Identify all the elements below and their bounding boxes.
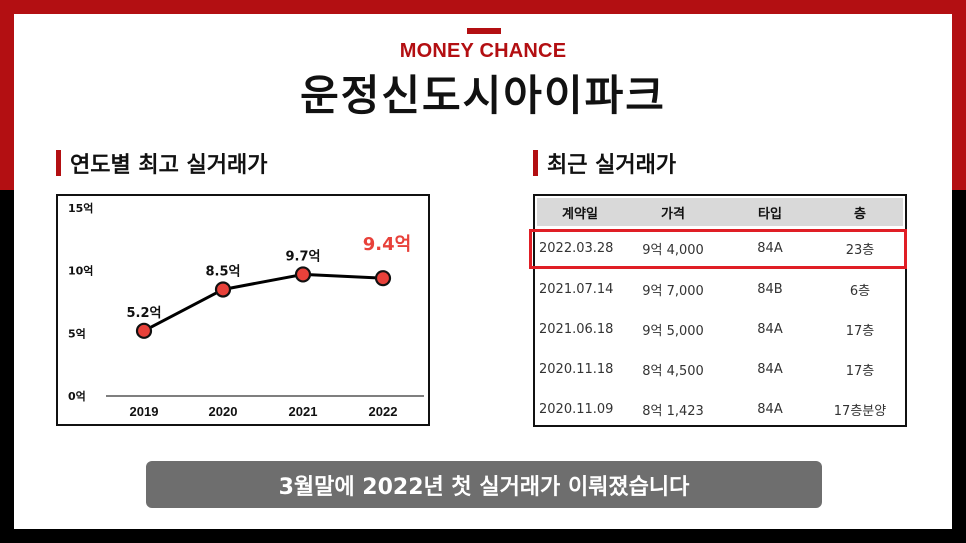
cell-floor: 23층	[845, 242, 875, 258]
cell-type: 84B	[757, 281, 783, 297]
cell-price: 8억 1,423	[642, 403, 704, 419]
yearly-price-chart: 0억 5억 10억 15억 2019 2020 2021 2022 5.2억 8.5억 9.7억 9.…	[56, 194, 430, 426]
data-point	[135, 322, 153, 339]
section-title-yearly: 연도별 최고 실거래가	[56, 148, 267, 178]
chart-canvas: 0억 5억 10억 15억 2019 2020 2021 2022 5.2억 8.5억 9.7억 9.…	[68, 202, 424, 419]
cell-date: 2022.03.28	[539, 240, 614, 256]
y-tick-label: 15억	[68, 202, 93, 215]
cell-type: 84A	[757, 361, 783, 377]
cell-type: 84A	[757, 321, 783, 337]
cell-type: 84A	[757, 240, 783, 256]
section-accent-bar	[56, 150, 61, 176]
table-row: 2020.11.18 8억 4,500 84A 17층	[537, 349, 903, 389]
cell-floor: 6층	[849, 283, 871, 299]
data-point	[374, 270, 392, 287]
section-title-recent-label: 최근 실거래가	[547, 153, 677, 178]
data-label: 8.5억	[206, 264, 241, 279]
table-header: 계약일 가격 타입 층	[537, 198, 903, 226]
table-row: 2021.07.14 9억 7,000 84B 6층	[537, 269, 903, 309]
data-label: 9.4억	[363, 234, 411, 255]
cell-price: 9억 5,000	[642, 323, 704, 339]
data-point	[214, 281, 232, 298]
table-row: 2020.11.09 8억 1,423 84A 17층분양	[537, 389, 903, 429]
summary-banner: 3월말에 2022년 첫 실거래가 이뤄졌습니다	[146, 461, 822, 508]
cell-floor: 17층분양	[833, 403, 887, 419]
cell-type: 84A	[757, 401, 783, 417]
x-tick-label: 2021	[289, 404, 318, 419]
section-title-recent: 최근 실거래가	[533, 148, 676, 178]
header-type: 타입	[758, 206, 782, 222]
brand-accent-bar	[467, 28, 501, 34]
cell-price: 9억 7,000	[642, 283, 704, 299]
series-line	[143, 272, 384, 333]
y-tick-label: 5억	[68, 327, 86, 340]
x-tick-label: 2020	[209, 404, 238, 419]
cell-date: 2020.11.18	[539, 361, 614, 377]
recent-trades-table: 계약일 가격 타입 층 2022.03.28 9억 4,000 84A 23층 …	[533, 194, 907, 427]
header-date: 계약일	[562, 206, 598, 222]
section-accent-bar	[533, 150, 538, 176]
cell-price: 8억 4,500	[642, 363, 704, 379]
data-label: 5.2억	[127, 306, 162, 321]
cell-floor: 17층	[845, 363, 875, 379]
cell-floor: 17층	[845, 323, 875, 339]
y-tick-label: 0억	[68, 390, 86, 403]
section-title-yearly-label: 연도별 최고 실거래가	[70, 153, 268, 178]
cell-price: 9억 4,000	[642, 242, 704, 258]
cell-date: 2020.11.09	[539, 401, 614, 417]
header-price: 가격	[661, 206, 685, 222]
data-label: 9.7억	[286, 249, 321, 264]
table-row: 2022.03.28 9억 4,000 84A 23층	[537, 228, 903, 268]
brand-name: MONEY CHANCE	[399, 40, 567, 62]
header-floor: 층	[854, 206, 866, 222]
x-tick-label: 2019	[130, 404, 159, 419]
x-tick-label: 2022	[369, 404, 398, 419]
data-point	[294, 266, 312, 283]
y-tick-label: 10억	[68, 265, 93, 278]
cell-date: 2021.06.18	[539, 321, 614, 337]
page-title: 운정신도시아이파크	[300, 71, 666, 120]
cell-date: 2021.07.14	[539, 281, 614, 297]
latest-trade-highlight	[529, 229, 907, 269]
table-row: 2021.06.18 9억 5,000 84A 17층	[537, 309, 903, 349]
